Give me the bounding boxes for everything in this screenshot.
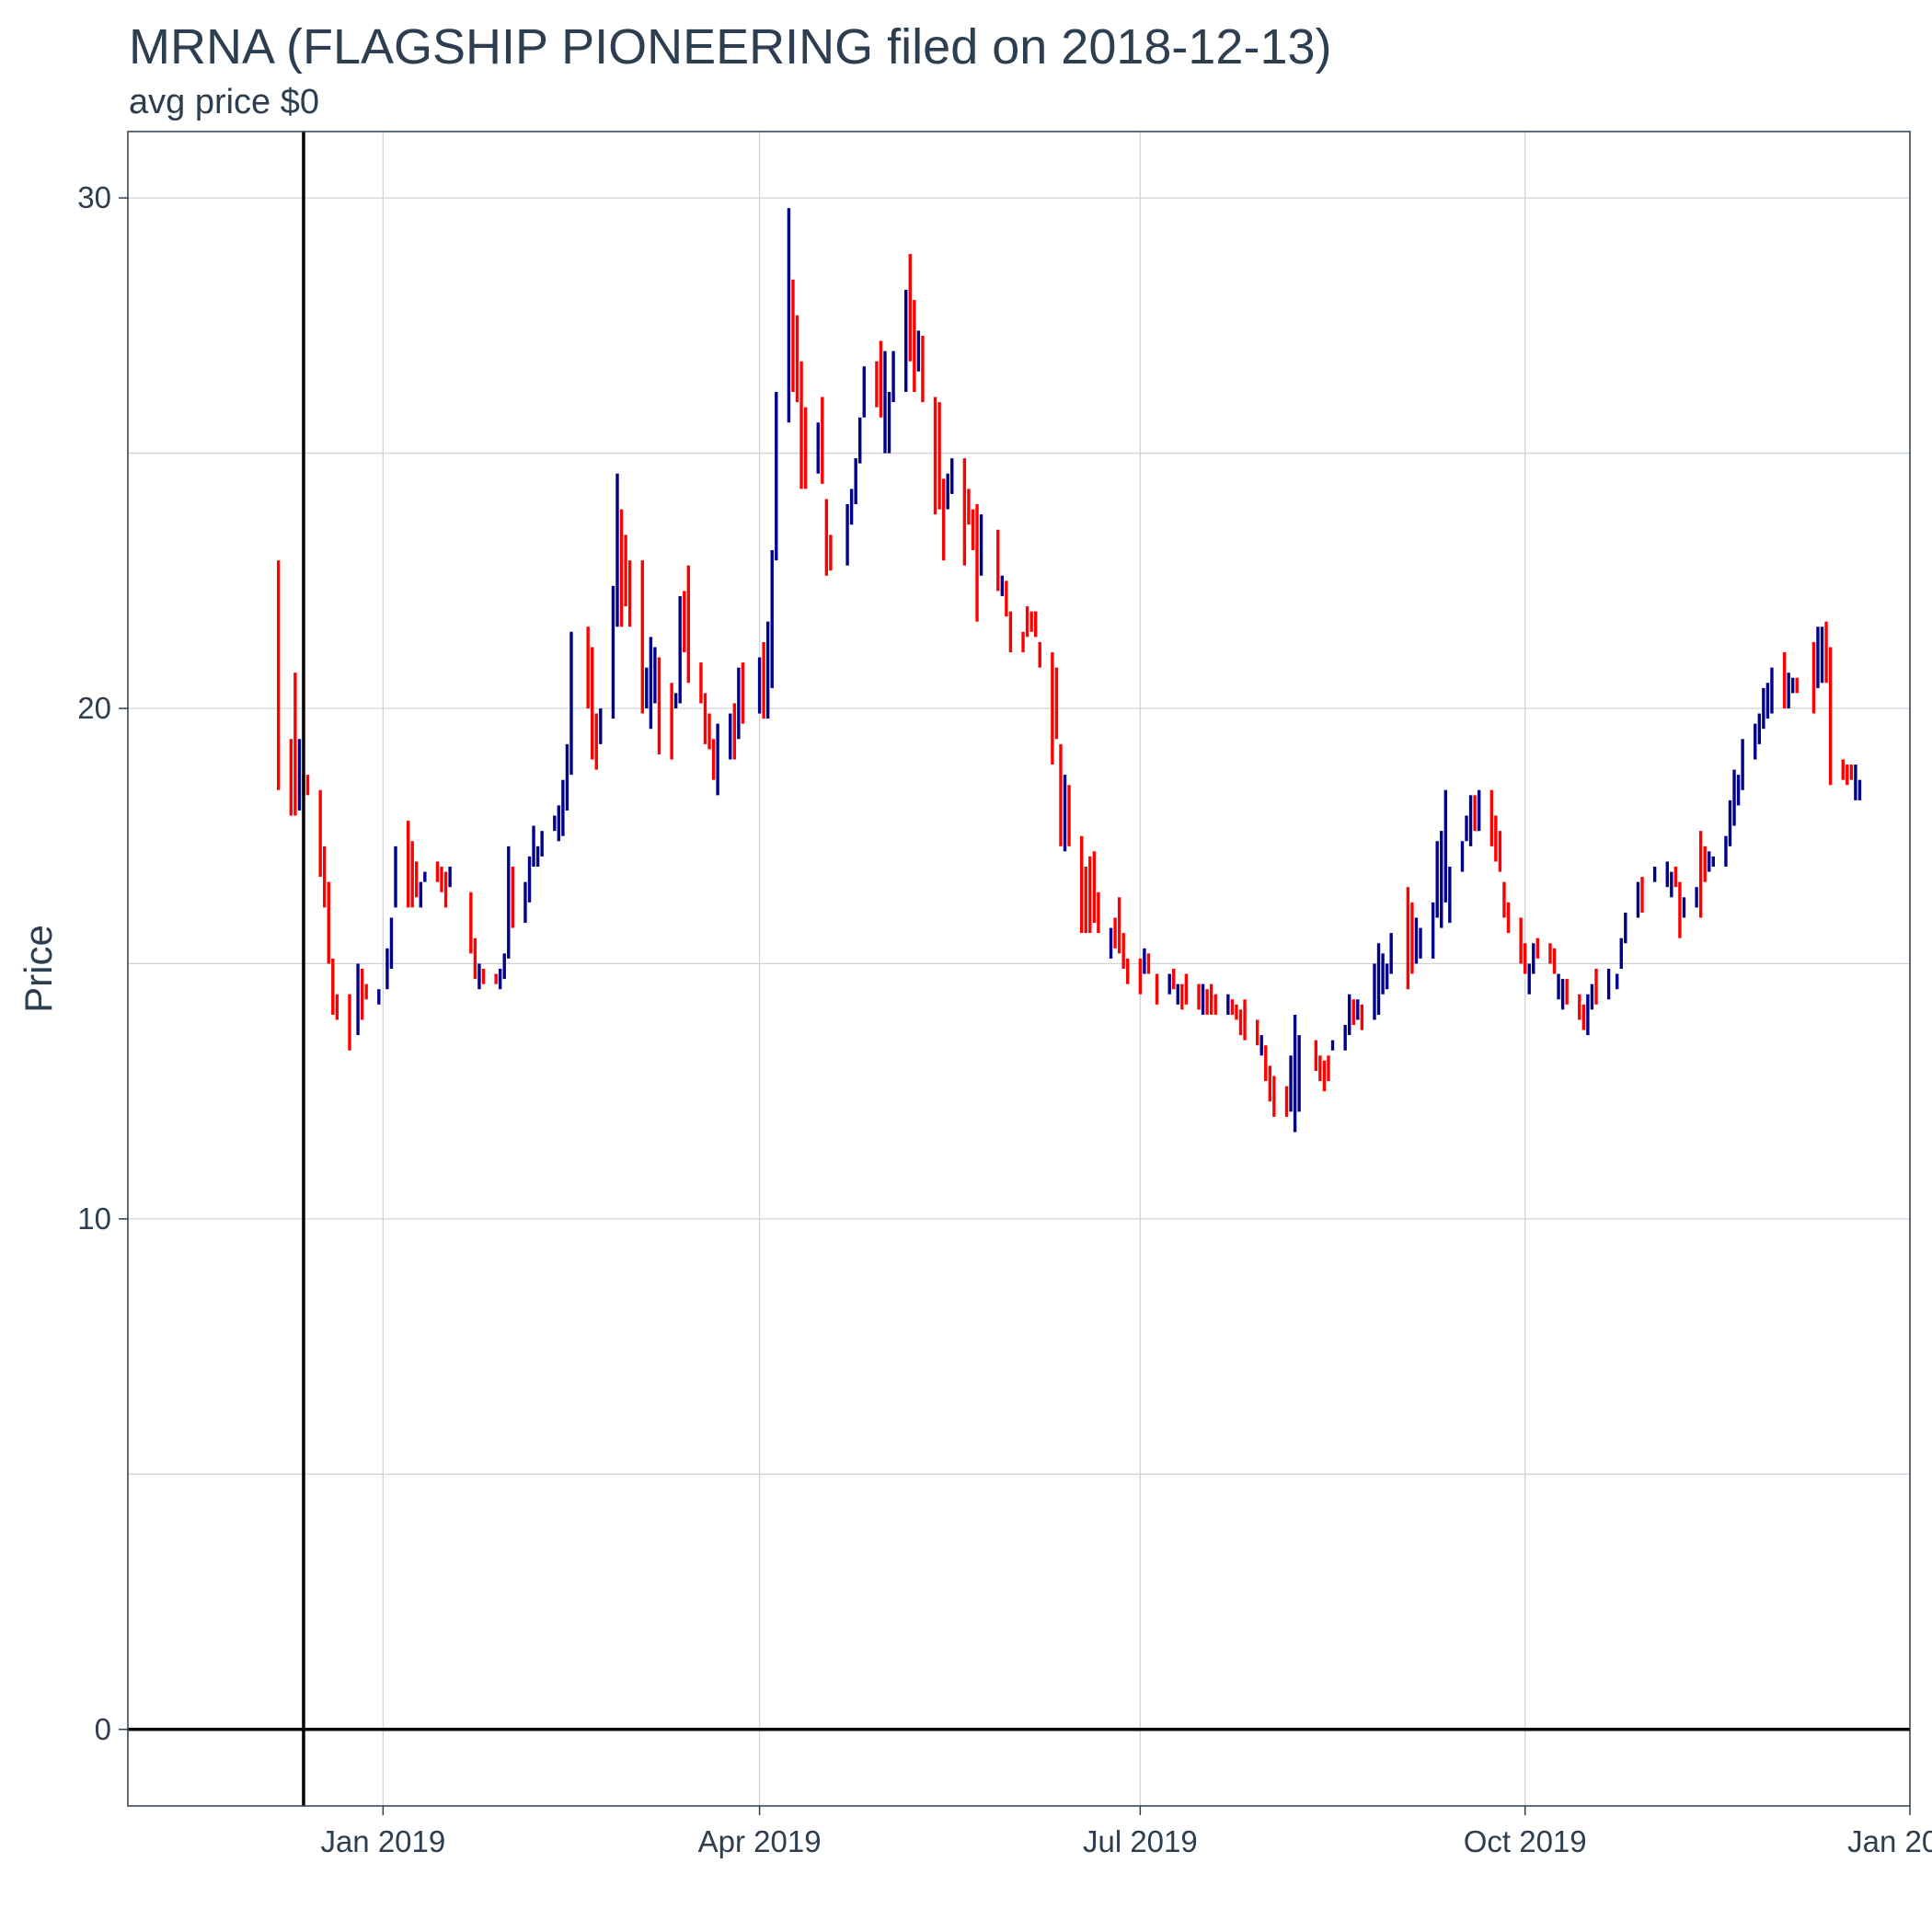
x-tick-label: Jul 2019: [1083, 1824, 1198, 1858]
reference-lines: [128, 132, 1910, 1806]
price-bars: [276, 208, 1862, 1133]
x-axis: Jan 2019 Apr 2019 Jul 2019 Oct 2019 Jan 2020: [320, 1806, 1932, 1858]
chart-subtitle: avg price $0: [129, 83, 320, 121]
grid-layer: [128, 132, 1911, 1806]
y-tick-label: 30: [77, 180, 111, 214]
x-tick-label: Jan 2020: [1847, 1824, 1932, 1858]
x-tick-label: Jan 2019: [320, 1824, 445, 1858]
y-axis-title: Price: [17, 925, 60, 1013]
x-tick-label: Oct 2019: [1464, 1824, 1587, 1858]
y-tick-label: 10: [77, 1202, 111, 1236]
plot-frame: [127, 131, 1911, 1807]
y-tick-label: 0: [95, 1712, 111, 1746]
y-axis: 0 10 20 30: [77, 180, 128, 1746]
x-tick-label: Apr 2019: [698, 1824, 822, 1858]
y-tick-label: 20: [77, 691, 111, 725]
chart-title: MRNA (FLAGSHIP PIONEERING filed on 2018-…: [129, 19, 1332, 75]
